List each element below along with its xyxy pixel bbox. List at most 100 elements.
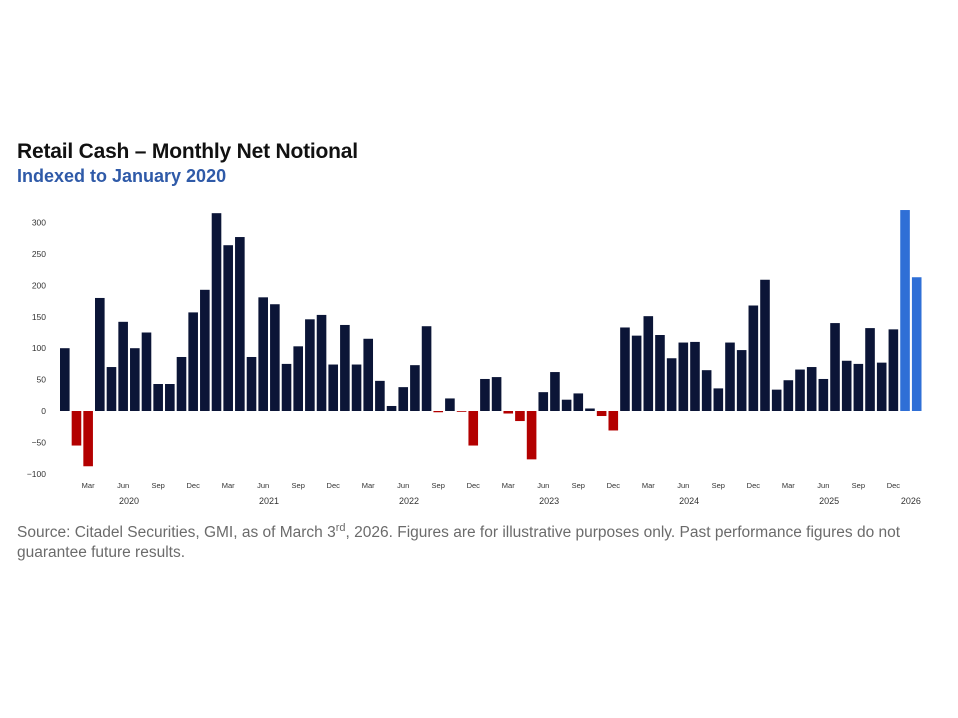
y-tick-label: 100 <box>32 343 46 353</box>
bar-mar-2025 <box>783 380 794 411</box>
bar-jan-2023 <box>480 378 490 411</box>
x-month-label: Jun <box>677 481 689 490</box>
bar-mar-2021 <box>223 245 233 411</box>
bar-jan-2024 <box>620 327 630 411</box>
x-axis: Mar Jun Sep Dec Mar Jun Sep Dec Mar Jun Sep Dec Mar J… <box>82 481 921 506</box>
x-month-label: Jun <box>537 481 549 490</box>
x-month-label: Jun <box>817 481 829 490</box>
bar-aug-2022 <box>421 326 432 411</box>
bar-sep-2020 <box>153 384 163 411</box>
bar-sep-2022 <box>433 411 444 413</box>
x-month-label: Sep <box>292 481 305 490</box>
bar-jan-2020 <box>60 348 70 411</box>
bar-jul-2023 <box>550 372 560 411</box>
y-tick-label: 150 <box>32 312 46 322</box>
bar-apr-2023 <box>515 411 525 422</box>
bar-jun-2020 <box>118 321 128 411</box>
bar-nov-2025 <box>876 362 887 411</box>
y-tick-label: −100 <box>27 469 46 479</box>
x-month-label: Mar <box>502 481 515 490</box>
bar-dec-2023 <box>608 411 619 431</box>
bar-mar-2020 <box>83 411 93 467</box>
x-month-label: Dec <box>327 481 341 490</box>
bar-aug-2020 <box>141 332 152 411</box>
bar-oct-2025 <box>865 328 875 411</box>
bar-sep-2023 <box>573 393 584 411</box>
bar-jun-2022 <box>398 387 409 411</box>
x-year-label: 2023 <box>539 496 559 506</box>
bar-jan-2025 <box>760 279 770 411</box>
bar-jul-2024 <box>690 341 700 411</box>
bar-oct-2020 <box>165 384 175 411</box>
bar-oct-2024 <box>725 342 735 411</box>
source-text-part1: Source: Citadel Securities, GMI, as of M… <box>17 524 336 542</box>
bar-nov-2022 <box>456 411 467 412</box>
bar-dec-2025 <box>888 329 899 411</box>
x-month-label: Sep <box>572 481 585 490</box>
bar-aug-2021 <box>281 363 292 411</box>
y-tick-label: 250 <box>32 249 46 259</box>
bar-jul-2022 <box>410 365 420 411</box>
bar-feb-2022 <box>351 364 362 411</box>
y-tick-label: 50 <box>37 375 47 385</box>
bar-may-2022 <box>386 405 397 411</box>
x-month-label: Dec <box>747 481 761 490</box>
x-month-label: Mar <box>362 481 375 490</box>
bar-jun-2025 <box>818 378 829 411</box>
bar-feb-2021 <box>211 213 222 411</box>
x-month-label: Jun <box>397 481 409 490</box>
bar-nov-2024 <box>736 350 747 411</box>
bar-apr-2024 <box>655 335 665 411</box>
bar-dec-2024 <box>748 305 759 411</box>
bar-jul-2025 <box>830 323 840 411</box>
bar-oct-2022 <box>445 398 455 411</box>
bar-feb-2020 <box>71 411 82 446</box>
bars-group <box>60 210 922 467</box>
bar-jul-2020 <box>130 348 140 411</box>
bar-mar-2024 <box>643 316 654 411</box>
bar-jan-2022 <box>340 324 350 411</box>
bar-may-2020 <box>106 367 117 411</box>
x-month-label: Sep <box>151 481 164 490</box>
bar-may-2021 <box>246 356 257 411</box>
bar-apr-2022 <box>375 380 385 411</box>
x-month-label: Dec <box>186 481 200 490</box>
chart-subtitle: Indexed to January 2020 <box>17 166 227 186</box>
x-month-label: Jun <box>257 481 269 490</box>
bar-jun-2024 <box>678 342 689 411</box>
y-tick-label: −50 <box>32 437 47 447</box>
bar-sep-2024 <box>713 388 724 411</box>
bar-may-2024 <box>666 358 677 411</box>
source-text-part2: , 2026. Figures are for illustrative pur… <box>17 524 901 562</box>
bar-mar-2023 <box>503 411 514 414</box>
x-month-label: Dec <box>887 481 901 490</box>
x-month-label: Dec <box>467 481 481 490</box>
bar-sep-2021 <box>293 346 303 411</box>
source-superscript: rd <box>335 522 346 534</box>
x-month-label: Mar <box>82 481 95 490</box>
bar-jan-2021 <box>200 289 210 411</box>
y-tick-label: 0 <box>41 406 46 416</box>
bar-aug-2024 <box>701 370 712 411</box>
x-month-label: Sep <box>432 481 445 490</box>
bar-nov-2023 <box>596 411 607 417</box>
x-year-label: 2025 <box>819 496 839 506</box>
bar-apr-2021 <box>235 237 245 411</box>
bar-apr-2020 <box>95 297 105 411</box>
x-month-label: Sep <box>852 481 865 490</box>
bar-nov-2021 <box>316 314 327 411</box>
y-tick-label: 300 <box>32 218 46 228</box>
x-year-label: 2024 <box>679 496 699 506</box>
x-month-label: Mar <box>222 481 235 490</box>
bar-dec-2020 <box>188 312 198 411</box>
bar-jun-2021 <box>258 297 268 411</box>
x-year-label: 2020 <box>119 496 139 506</box>
bar-aug-2023 <box>561 399 572 411</box>
y-axis: 300 250 200 150 100 50 0 −50 −100 <box>27 218 46 479</box>
chart-title: Retail Cash – Monthly Net Notional <box>17 140 358 163</box>
bar-feb-2024 <box>631 335 642 411</box>
x-month-label: Jun <box>117 481 129 490</box>
bar-apr-2025 <box>795 369 805 411</box>
source-note: Source: Citadel Securities, GMI, as of M… <box>17 518 937 563</box>
